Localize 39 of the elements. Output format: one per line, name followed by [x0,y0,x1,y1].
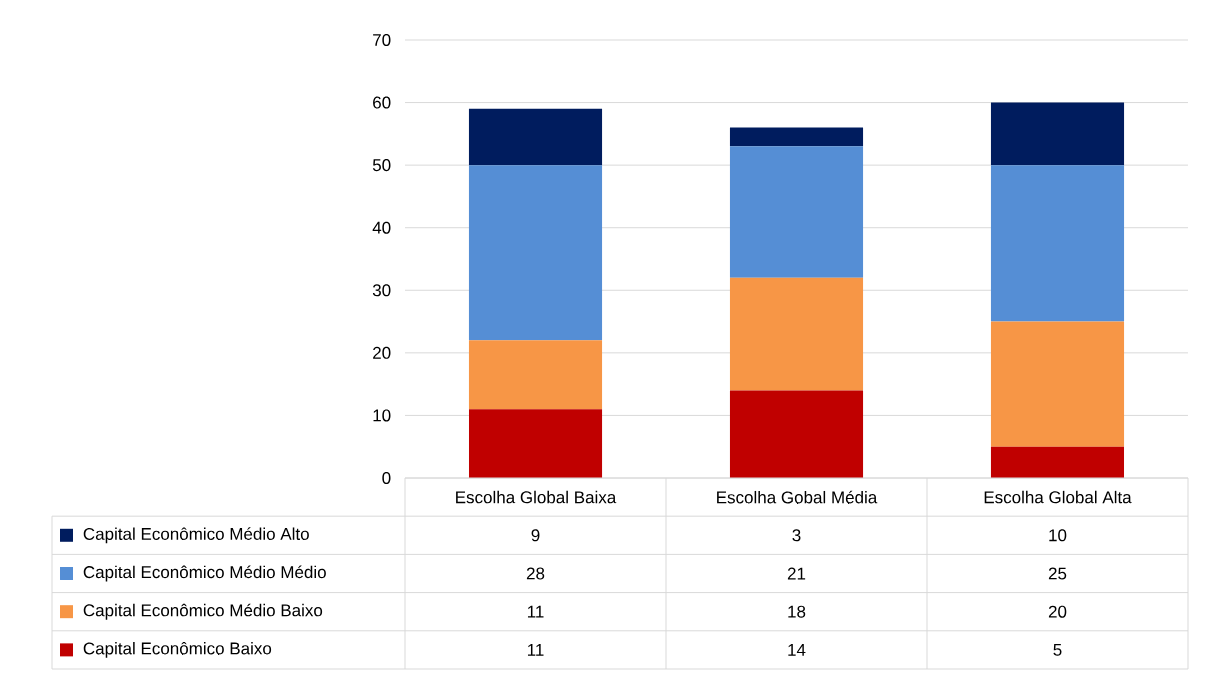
bar [990,165,1125,322]
data-label: 11 [527,644,544,656]
legend-label: Capital Econômico Médio Médio [83,565,326,582]
legend-label: Capital Econômico Baixo [83,641,272,658]
data-label: 20 [1048,605,1067,618]
y-tick-label: 30 [372,284,391,297]
y-tick-label: 50 [372,159,391,172]
data-label: 9 [531,529,540,542]
y-tick-label: 60 [373,96,391,109]
data-label: 5 [1053,643,1062,656]
bar [729,277,864,391]
data-label: 14 [788,644,806,656]
x-tick-label: Escolha Global Baixa [456,490,617,504]
bar [729,127,864,147]
bar [468,409,603,478]
bar [990,446,1125,478]
legend-label: Capital Econômico Médio Alto [83,527,309,544]
y-tick-label: 70 [373,33,391,47]
bar [990,102,1125,166]
y-tick-label: 40 [372,221,391,234]
data-label: 18 [788,605,806,618]
bar [729,390,864,478]
y-tick-label: 20 [373,346,391,359]
data-label: 28 [526,567,545,580]
x-tick-label: Escolha Gobal Média [717,490,878,504]
bar [468,108,603,166]
data-label: 10 [1049,529,1067,542]
data-label: 21 [787,567,806,580]
bar [990,321,1125,447]
data-label: 3 [792,529,801,542]
bar [729,146,864,278]
data-label: 25 [1048,567,1067,580]
legend-label: Capital Econômico Médio Baixo [83,603,323,620]
y-tick-label: 10 [373,409,391,422]
data-label: 11 [527,605,544,618]
bar [468,340,603,410]
x-tick-label: Escolha Global Alta [984,490,1132,504]
bar [468,165,603,341]
y-tick-label: 0 [382,471,391,485]
